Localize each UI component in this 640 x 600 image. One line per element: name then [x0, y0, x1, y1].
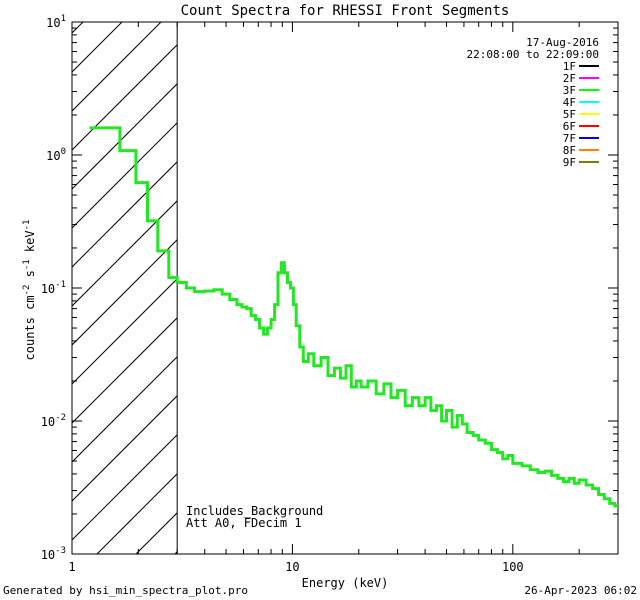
series-3f-line	[89, 126, 618, 508]
legend-label-6f: 6F	[563, 120, 576, 133]
legend-label-4f: 4F	[563, 96, 576, 109]
y-tick-label-1e-3: 10-3	[41, 546, 66, 562]
x-axis-ticks	[71, 22, 619, 554]
hatch-line	[72, 317, 178, 424]
hatch-line	[72, 200, 178, 307]
x-axis-tick-labels: 1 10 100	[68, 560, 523, 574]
hatch-line	[72, 83, 178, 190]
annotation-background: Includes_Background	[186, 504, 323, 518]
annotation-attenuator: Att A0, FDecim 1	[186, 516, 302, 530]
observation-time-range: 22:08:00 to 22:09:00	[467, 48, 599, 61]
y-axis-label: counts cm-2 s-1 keV-1	[22, 220, 37, 361]
hatch-line	[72, 434, 178, 541]
legend: 1F 2F 3F 4F 5F 6F 7F 8F 9F	[563, 60, 599, 169]
y-tick-label-1e-2: 10-2	[41, 413, 66, 429]
chart-title: Count Spectra for RHESSI Front Segments	[181, 3, 510, 19]
hatch-line	[72, 356, 178, 463]
hatch-line	[72, 122, 178, 229]
hatch-line	[72, 22, 162, 112]
footer-timestamp: 26-Apr-2023 06:02	[524, 584, 637, 597]
x-tick-label-1: 1	[68, 560, 75, 574]
footer-generated-by: Generated by hsi_min_spectra_plot.pro	[3, 584, 248, 597]
legend-label-3f: 3F	[563, 84, 576, 97]
hatch-line	[72, 395, 178, 502]
y-tick-label-1e-1: 10-1	[41, 280, 66, 296]
y-tick-label-1e1: 101	[46, 14, 66, 30]
hatch-line	[72, 278, 178, 385]
legend-label-7f: 7F	[563, 132, 576, 145]
legend-label-2f: 2F	[563, 72, 576, 85]
x-tick-label-10: 10	[285, 560, 299, 574]
y-tick-label-1e0: 100	[46, 147, 66, 163]
observation-date: 17-Aug-2016	[526, 36, 599, 49]
x-tick-label-100: 100	[502, 560, 524, 574]
legend-label-5f: 5F	[563, 108, 576, 121]
legend-label-9f: 9F	[563, 156, 576, 169]
y-axis-ticks	[72, 27, 618, 555]
x-axis-label: Energy (keV)	[302, 576, 389, 590]
y-axis-tick-labels: 10-3 10-2 10-1 100 101	[41, 14, 66, 562]
plot-frame	[71, 21, 619, 555]
legend-label-1f: 1F	[563, 60, 576, 73]
legend-label-8f: 8F	[563, 144, 576, 157]
hatch-line	[72, 22, 84, 34]
hatch-line	[72, 239, 178, 346]
hatch-line	[72, 44, 178, 151]
